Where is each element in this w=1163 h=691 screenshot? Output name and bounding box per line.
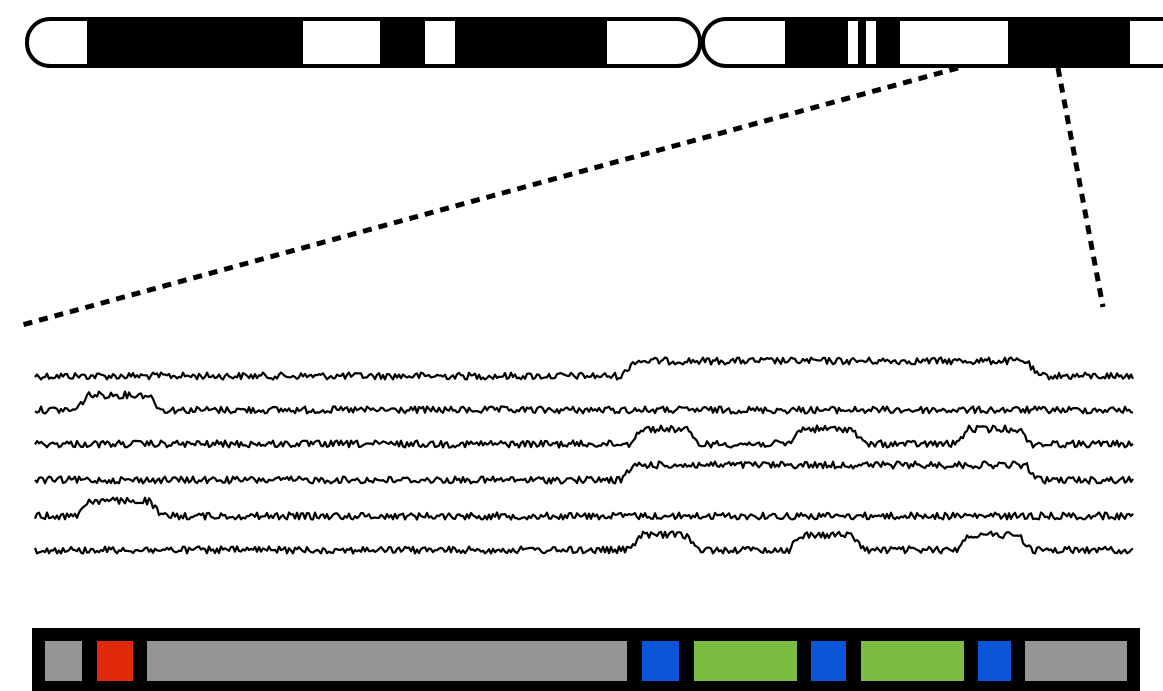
- left-arm: [27, 19, 700, 66]
- segment: [811, 641, 846, 681]
- band: [380, 19, 425, 66]
- segment: [45, 641, 82, 681]
- segment: [147, 641, 627, 681]
- page: (() => { const g = document.getElementBy…: [0, 0, 1163, 691]
- segment: [978, 641, 1011, 681]
- band: [87, 19, 303, 66]
- zoom-line: [22, 68, 958, 325]
- signal-trace: [35, 532, 1133, 554]
- signal-traces: [35, 358, 1133, 554]
- segment: [861, 641, 964, 681]
- segment-bar: [32, 628, 1140, 691]
- segment: [642, 641, 679, 681]
- zoom-line: [1058, 68, 1103, 307]
- chromosome: [27, 19, 1163, 66]
- signal-trace: [35, 498, 1133, 520]
- signal-trace: [35, 358, 1133, 380]
- band: [455, 19, 607, 66]
- band: [1008, 19, 1130, 66]
- segment: [97, 641, 133, 681]
- signal-trace: [35, 392, 1133, 414]
- right-arm: [703, 19, 1163, 66]
- signal-trace: [35, 426, 1133, 448]
- band: [785, 19, 848, 66]
- signal-trace: [35, 462, 1133, 484]
- segment: [694, 641, 797, 681]
- band: [876, 19, 900, 66]
- band: [858, 19, 866, 66]
- diagram: [0, 0, 1163, 691]
- segment: [1025, 641, 1127, 681]
